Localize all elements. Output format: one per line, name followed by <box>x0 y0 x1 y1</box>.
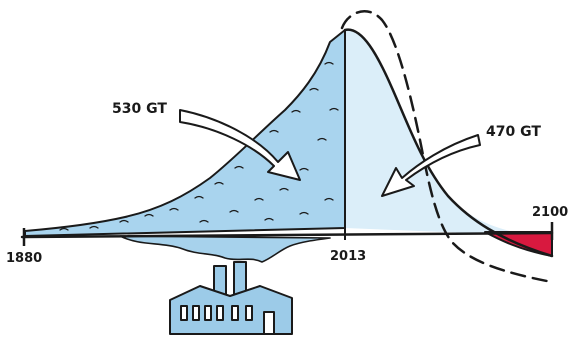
smoke-plume <box>119 235 331 263</box>
past-emissions-label: 530 GT <box>112 101 167 117</box>
year-1880-label: 1880 <box>6 251 42 266</box>
future-budget-label: 470 GT <box>486 124 541 140</box>
emissions-curve-dashed <box>340 10 554 284</box>
curved-arrow-icon <box>381 134 481 197</box>
past-emissions-area <box>24 29 346 237</box>
factory-icon <box>169 261 293 335</box>
year-2100-label: 2100 <box>532 205 568 220</box>
emissions-curve-solid <box>343 28 554 258</box>
curved-arrow-icon <box>179 109 301 181</box>
time-axis <box>20 231 554 239</box>
year-2013-label: 2013 <box>330 249 366 264</box>
